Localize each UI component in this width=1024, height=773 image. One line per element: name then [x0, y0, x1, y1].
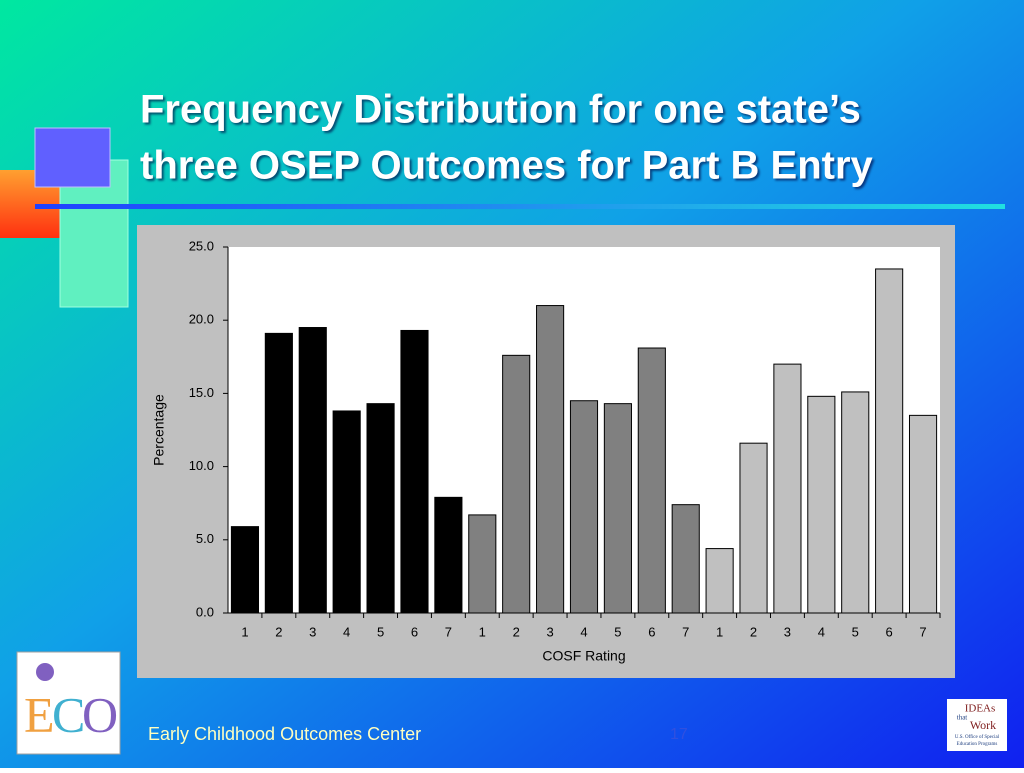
bar: [875, 268, 904, 614]
bar: [230, 526, 260, 614]
page-number: 17: [670, 726, 688, 743]
title-line: three OSEP Outcomes for Part B Entry: [140, 144, 874, 188]
y-tick-label: 5.0: [196, 531, 214, 546]
x-tick-label: 3: [546, 624, 553, 639]
ideas-logo-text: Work: [970, 718, 996, 732]
x-tick-label: 3: [784, 624, 791, 639]
bar: [264, 332, 293, 614]
deco-square: [34, 127, 111, 188]
x-tick-label: 4: [818, 624, 825, 639]
y-tick-label: 20.0: [189, 312, 214, 327]
y-tick-label: 25.0: [189, 238, 214, 253]
bar: [569, 400, 599, 614]
bar: [536, 305, 565, 614]
bar: [502, 354, 531, 614]
eco-logo: [16, 651, 121, 755]
y-axis-label: Percentage: [151, 394, 167, 466]
eco-logo-letters: E: [24, 686, 55, 742]
x-tick-label: 7: [445, 624, 452, 639]
bar: [468, 514, 497, 614]
bar: [739, 442, 768, 614]
x-tick-label: 5: [852, 624, 859, 639]
bar: [908, 414, 938, 614]
x-tick-label: 4: [580, 624, 587, 639]
x-tick-label: 3: [309, 624, 316, 639]
bar: [603, 403, 632, 614]
ideas-logo-text: U.S. Office of Special: [955, 735, 1000, 740]
ideas-logo-text: Education Programs: [957, 742, 998, 747]
x-tick-label: 6: [886, 624, 893, 639]
x-tick-label: 5: [377, 624, 384, 639]
title-rule: [35, 204, 1005, 209]
chart: 0.0 5.0 10.0 15.0 20.0 25.0 1 2 3 4 5 6 7 1 2 3 4 5 6 7 1 2 3 4…: [189, 238, 941, 639]
bar: [773, 363, 802, 614]
x-tick-label: 1: [716, 624, 723, 639]
bar: [841, 391, 870, 614]
footer-text: Early Childhood Outcomes Center: [148, 724, 421, 744]
bar: [705, 548, 734, 614]
y-tick-label: 0.0: [196, 604, 214, 619]
x-tick-label: 1: [241, 624, 248, 639]
x-tick-label: 4: [343, 624, 350, 639]
x-tick-label: 2: [513, 624, 520, 639]
x-tick-label: 2: [750, 624, 757, 639]
title-line: Frequency Distribution for one state’s: [140, 88, 861, 132]
x-tick-label: 7: [919, 624, 926, 639]
y-tick-label: 10.0: [189, 458, 214, 473]
x-tick-label: 5: [614, 624, 621, 639]
x-tick-label: 6: [411, 624, 418, 639]
ideas-logo-text: IDEAs: [965, 703, 996, 715]
bar: [298, 327, 327, 614]
bar: [807, 395, 836, 614]
eco-logo-letters: C: [52, 686, 85, 742]
bar: [434, 496, 463, 614]
x-tick-label: 1: [479, 624, 486, 639]
bar: [332, 410, 361, 614]
ideas-logo-text: that: [957, 714, 968, 722]
ideas-logo: [947, 699, 1007, 751]
bar: [366, 403, 395, 614]
y-tick-label: 15.0: [189, 385, 214, 400]
eco-logo-figure: [36, 663, 54, 681]
x-tick-label: 6: [648, 624, 655, 639]
bar: [637, 347, 666, 614]
bar: [400, 329, 429, 614]
x-tick-label: 2: [275, 624, 282, 639]
bar: [671, 504, 700, 614]
x-axis-label: COSF Rating: [542, 648, 625, 664]
x-tick-label: 7: [682, 624, 689, 639]
eco-logo-letters: O: [82, 686, 118, 742]
